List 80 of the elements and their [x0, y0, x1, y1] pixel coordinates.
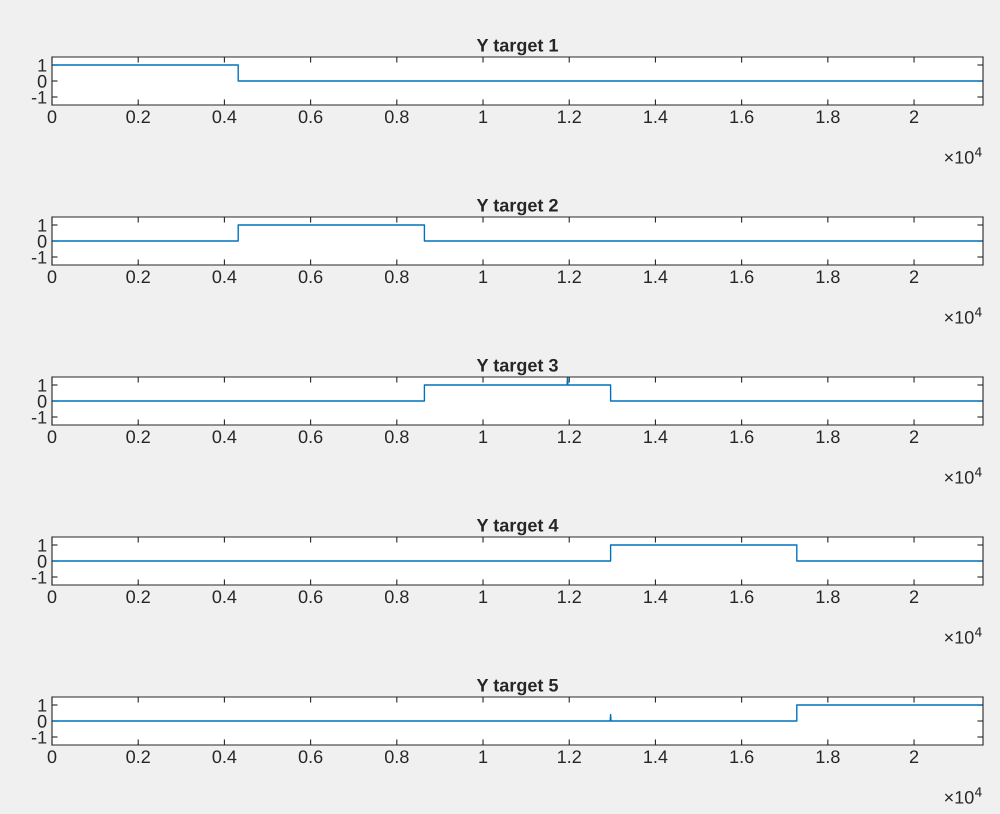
chart-title: Y target 5: [476, 679, 558, 696]
text: ×10$^{4}$: [944, 467, 982, 484]
y-tick-label: 0: [38, 714, 46, 728]
x-tick-label: 2: [910, 110, 918, 123]
x-tick-label: 1.2: [558, 110, 581, 123]
x-tick-label: 0.8: [384, 430, 409, 444]
chart-title: Y target 4: [476, 519, 558, 536]
x-tick-label: 1.6: [730, 430, 754, 444]
x-tick-label: 0.8: [384, 270, 409, 284]
x-tick-label: 1: [479, 270, 488, 283]
x-tick-label: 2: [910, 590, 918, 603]
x-tick-label: 1.4: [644, 270, 668, 283]
x-tick-label: 0: [48, 430, 56, 444]
x-tick-label: 1.4: [644, 110, 668, 123]
x-tick-label: 0.6: [298, 110, 322, 124]
x-tick-label: 0.6: [298, 270, 322, 284]
x-tick-label: 1.2: [558, 750, 581, 763]
chart-title: Y target 1: [476, 39, 558, 56]
x-tick-label: 0: [48, 270, 56, 284]
y-tick-label: 0: [38, 74, 46, 88]
text: ×10$^{4}$: [944, 307, 982, 324]
x-tick-label: 0.2: [126, 430, 150, 444]
chart-title: Y target 2: [476, 198, 558, 216]
x-tick-label: 1.6: [730, 590, 754, 604]
x-tick-label: 2: [910, 270, 918, 283]
x-tick-label: 2: [910, 430, 918, 443]
x-tick-label: 1: [479, 590, 488, 603]
x-tick-label: 1.2: [558, 430, 581, 443]
y-tick-label: 1: [38, 539, 46, 552]
x-tick-label: 1.2: [558, 270, 581, 283]
x-tick-label: 1.4: [644, 750, 668, 763]
x-tick-label: 1.4: [644, 430, 668, 443]
x-tick-label: 2: [910, 750, 918, 763]
x-tick-label: 1.4: [644, 590, 668, 603]
y-tick-label: -1: [32, 411, 46, 424]
x-tick-label: 0.8: [384, 750, 409, 764]
x-tick-label: 1.6: [730, 110, 754, 124]
x-tick-label: 0.4: [212, 110, 236, 124]
x-tick-label: 1.8: [816, 110, 840, 124]
x-tick-label: 1: [479, 110, 488, 123]
y-tick-label: -1: [32, 91, 46, 104]
x-tick-label: 1.6: [730, 750, 754, 764]
y-tick-label: 0: [38, 234, 46, 248]
x-tick-label: 0.4: [212, 590, 236, 604]
text: ×10$^{4}$: [944, 147, 982, 164]
y-tick-label: 0: [38, 394, 46, 408]
x-tick-label: 0.4: [212, 750, 236, 764]
x-tick-label: 0: [48, 110, 56, 124]
y-tick-label: -1: [32, 251, 46, 264]
x-tick-label: 0.8: [384, 110, 409, 124]
x-tick-label: 1.8: [816, 590, 840, 604]
x-tick-label: 0.2: [126, 750, 150, 764]
x-tick-label: 0.4: [212, 430, 236, 444]
x-tick-label: 0.2: [126, 270, 150, 284]
y-tick-label: -1: [32, 731, 46, 744]
text: ×10$^{4}$: [944, 627, 982, 644]
x-tick-label: 1.8: [816, 430, 840, 444]
y-tick-label: -1: [32, 571, 46, 584]
chart-title: Y target 3: [476, 358, 558, 376]
x-tick-label: 0.6: [298, 430, 322, 444]
x-tick-label: 0.2: [126, 110, 150, 124]
y-tick-label: 1: [38, 59, 46, 72]
y-tick-label: 0: [38, 554, 46, 568]
x-tick-label: 0.2: [126, 590, 150, 604]
x-tick-label: 0.4: [212, 270, 236, 284]
y-tick-label: 1: [38, 699, 46, 712]
x-tick-label: 1: [479, 750, 488, 763]
x-tick-label: 1.6: [730, 270, 754, 284]
text: ×10$^{4}$: [944, 787, 982, 804]
y-tick-label: 1: [38, 219, 46, 232]
y-tick-label: 1: [38, 379, 46, 392]
x-tick-label: 0.8: [384, 590, 409, 604]
x-tick-label: 0: [48, 750, 56, 764]
x-tick-label: 1: [479, 430, 488, 443]
x-tick-label: 0: [48, 590, 56, 604]
x-tick-label: 1.8: [816, 270, 840, 284]
x-tick-label: 0.6: [298, 590, 322, 604]
x-tick-label: 1.8: [816, 750, 840, 764]
x-tick-label: 0.6: [298, 750, 322, 764]
x-tick-label: 1.2: [558, 590, 581, 603]
